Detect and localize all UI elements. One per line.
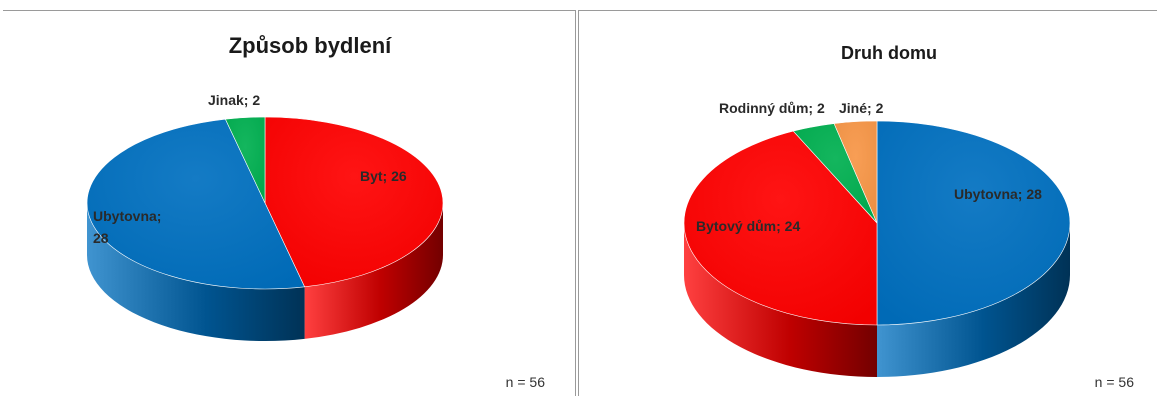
pie-side-byt bbox=[304, 203, 443, 339]
chart-panel-druh-domu: Druh domu Ubytovna; 28 Bytový dům; 24 Rodin… bbox=[578, 10, 1157, 396]
chart-title: Způsob bydlení bbox=[229, 33, 392, 58]
pie-slice-ubytovna bbox=[86, 118, 306, 290]
pie-slice-jine bbox=[833, 120, 878, 224]
data-label-ubytovna: Ubytovna; 28 bbox=[954, 186, 1042, 202]
data-label-jinak: Jinak; 2 bbox=[208, 92, 260, 108]
data-label-bytovy-dum: Bytový dům; 24 bbox=[696, 218, 800, 234]
data-label-jine: Jiné; 2 bbox=[839, 100, 884, 116]
pie-slice-ubytovna bbox=[876, 120, 1071, 326]
pie-chart-zpusob-bydleni: Způsob bydlení Byt; 26 Ubytovna; 28 Jinak; 2… bbox=[86, 33, 546, 390]
data-label-byt: Byt; 26 bbox=[360, 168, 407, 184]
chart-title: Druh domu bbox=[841, 43, 937, 63]
pie-side-ubytovna bbox=[877, 223, 1070, 377]
sample-size-note: n = 56 bbox=[1095, 374, 1135, 390]
data-label-rodinny-dum: Rodinný dům; 2 bbox=[719, 100, 825, 116]
pie-sides bbox=[684, 223, 1070, 377]
pie-top bbox=[683, 120, 1071, 326]
pie-slice-byt bbox=[264, 116, 444, 288]
data-label-ubytovna: Ubytovna; 28 bbox=[93, 208, 161, 246]
pie-side-ubytovna bbox=[87, 203, 305, 341]
pie-top bbox=[86, 116, 444, 290]
pie-side-bytovy-dum bbox=[684, 223, 877, 377]
pie-chart-druh-domu: Druh domu Ubytovna; 28 Bytový dům; 24 Rodin… bbox=[683, 43, 1135, 390]
pie-sides bbox=[87, 203, 443, 341]
pie-slice-jinak bbox=[224, 116, 266, 204]
sample-size-note: n = 56 bbox=[506, 374, 546, 390]
chart-panel-zpusob-bydleni: Způsob bydlení Byt; 26 Ubytovna; 28 Jinak; 2… bbox=[3, 10, 576, 396]
pie-slice-bytovy-dum bbox=[683, 130, 878, 326]
